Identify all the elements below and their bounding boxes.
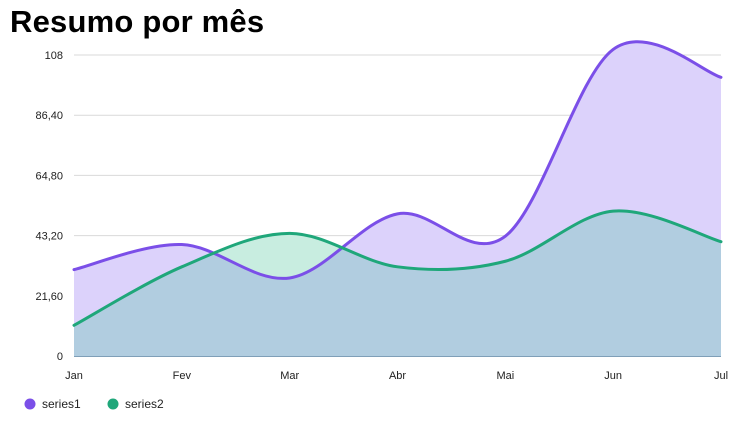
x-tick-label: Mar: [280, 370, 299, 382]
legend-marker-1: [24, 398, 36, 410]
x-tick-label: Jun: [604, 370, 622, 382]
series-line-2: [72, 209, 723, 327]
y-tick-label: 108: [45, 50, 63, 62]
y-tick-label: 43,20: [35, 231, 63, 243]
y-tick-label: 21,60: [35, 291, 63, 303]
legend: series1 series2: [24, 397, 164, 411]
x-tick-label: Fev: [173, 370, 192, 382]
y-tick-label: 0: [57, 351, 63, 363]
chart-title: Resumo por mês: [10, 4, 265, 39]
axis: 0 21,60 43,20 64,80 86,40 108 Jan Fev Mar Abr Mai J…: [35, 50, 728, 382]
legend-marker-2: [107, 398, 119, 410]
legend-label-2: series2: [125, 397, 164, 411]
area-layer: [74, 41, 721, 356]
y-tick-label: 86,40: [35, 110, 63, 122]
x-tick-label: Jan: [65, 370, 83, 382]
line-layer: [72, 40, 723, 327]
series-line-1: [72, 40, 723, 280]
x-tick-label: Abr: [389, 370, 406, 382]
x-tick-label: Mai: [496, 370, 514, 382]
y-tick-label: 64,80: [35, 170, 63, 182]
x-tick-label: Jul: [714, 370, 728, 382]
legend-label-1: series1: [42, 397, 81, 411]
